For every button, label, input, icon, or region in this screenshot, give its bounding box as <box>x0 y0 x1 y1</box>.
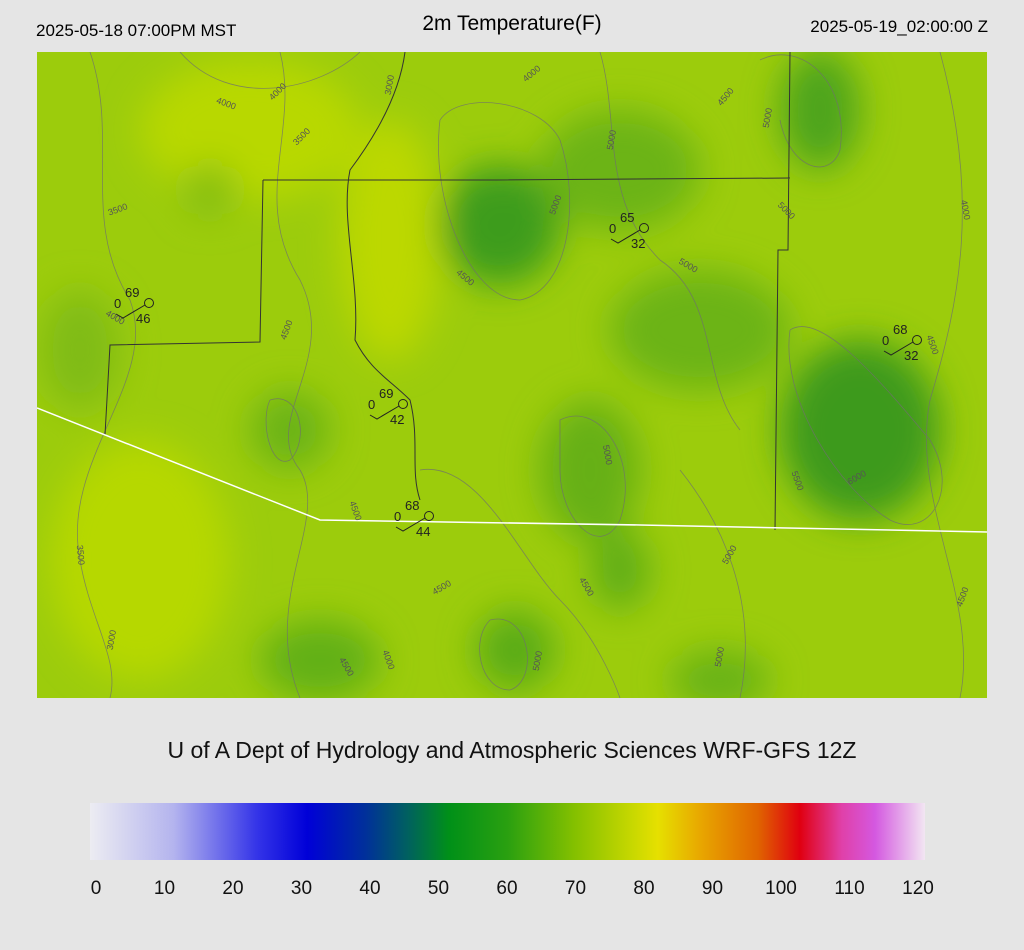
colorbar-tick-label: 110 <box>834 878 864 899</box>
station: 65 32 0 <box>609 210 649 251</box>
colorbar <box>90 803 925 860</box>
map-title: 2m Temperature(F) <box>422 12 601 35</box>
temperature-field <box>40 52 940 698</box>
wind-barb <box>883 341 914 356</box>
colorbar-tick-label: 0 <box>91 878 102 899</box>
station-circle <box>144 298 154 308</box>
station: 68 32 0 <box>882 322 922 363</box>
wind-barb <box>369 405 400 420</box>
station: 69 46 0 <box>114 285 154 326</box>
borders <box>104 52 791 531</box>
station-wind: 0 <box>609 221 616 236</box>
contour-label: 5000 <box>531 650 544 671</box>
station-circle <box>424 511 434 521</box>
contour-label: 5000 <box>713 646 726 667</box>
station-dewpoint: 32 <box>631 236 645 251</box>
contour-label: 5000 <box>601 444 614 465</box>
colorbar-ticks: 0 10 20 30 40 50 60 70 80 90 100 110 120 <box>91 878 934 899</box>
valid-time: 2025-05-18 07:00PM MST <box>36 21 236 40</box>
state-border <box>37 407 987 533</box>
station-dewpoint: 46 <box>136 311 150 326</box>
station-wind: 0 <box>114 296 121 311</box>
station-temp: 65 <box>620 210 634 225</box>
station-dewpoint: 44 <box>416 524 430 539</box>
station: 68 44 0 <box>394 498 434 539</box>
colorbar-tick-label: 30 <box>291 878 312 899</box>
station-temp: 68 <box>893 322 907 337</box>
station-circle <box>398 399 408 409</box>
contour-label: 4000 <box>959 199 972 220</box>
colorbar-tick-label: 50 <box>428 878 449 899</box>
colorbar-tick-label: 60 <box>496 878 517 899</box>
station-wind: 0 <box>882 333 889 348</box>
station: 69 42 0 <box>368 386 408 427</box>
colorbar-tick-label: 100 <box>765 878 797 899</box>
station-dewpoint: 42 <box>390 412 404 427</box>
colorbar-tick-label: 70 <box>565 878 586 899</box>
station-temp: 69 <box>125 285 139 300</box>
station-plots: 69 46 0 65 32 0 68 32 0 69 42 0 68 44 0 <box>114 210 922 539</box>
station-wind: 0 <box>368 397 375 412</box>
colorbar-tick-label: 80 <box>633 878 654 899</box>
wind-barb <box>395 517 426 532</box>
station-temp: 69 <box>379 386 393 401</box>
contour-label: 5000 <box>605 129 618 150</box>
station-wind: 0 <box>394 509 401 524</box>
colorbar-tick-label: 10 <box>154 878 175 899</box>
footer: U of A Dept of Hydrology and Atmospheric… <box>167 737 856 763</box>
station-circle <box>639 223 649 233</box>
contour-label: 3000 <box>383 74 396 95</box>
colorbar-tick-label: 40 <box>359 878 380 899</box>
contour-label: 5000 <box>761 107 774 128</box>
station-temp: 68 <box>405 498 419 513</box>
model-time: 2025-05-19_02:00:00 Z <box>810 17 988 36</box>
wind-barb <box>610 229 641 244</box>
wind-barb <box>115 304 146 319</box>
colorbar-tick-label: 90 <box>702 878 723 899</box>
colorbar-tick-label: 20 <box>222 878 243 899</box>
contours <box>77 52 964 698</box>
station-dewpoint: 32 <box>904 348 918 363</box>
contour-label: 3000 <box>105 629 118 650</box>
station-circle <box>912 335 922 345</box>
contour-label: 3500 <box>75 545 87 566</box>
colorbar-tick-label: 120 <box>902 878 934 899</box>
